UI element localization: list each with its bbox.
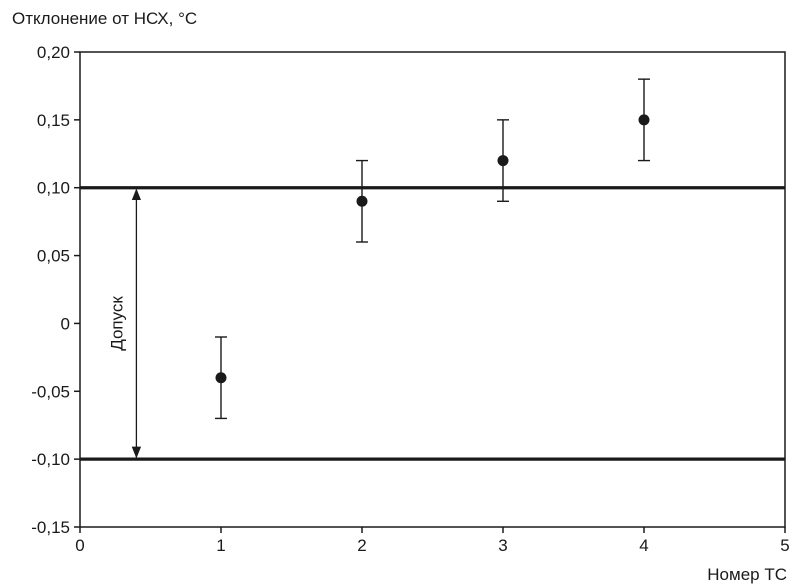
data-point xyxy=(639,114,650,125)
y-tick-label: 0 xyxy=(61,314,70,333)
y-tick-label: -0,05 xyxy=(31,382,70,401)
plot-area: -0,15 -0,10 -0,05 0 0,05 0,10 0,15 0,20 0 1 2 3 4 5 До… xyxy=(31,43,789,555)
x-tick-label: 4 xyxy=(639,536,648,555)
y-tick-label: 0,20 xyxy=(37,43,70,62)
x-tick-label: 3 xyxy=(498,536,507,555)
x-tick-label: 0 xyxy=(75,536,84,555)
y-tick-label: 0,15 xyxy=(37,111,70,130)
x-axis-title: Номер ТС xyxy=(707,565,787,584)
x-tick-label: 1 xyxy=(216,536,225,555)
x-tick-label: 5 xyxy=(780,536,789,555)
data-point xyxy=(357,196,368,207)
x-tick-label: 2 xyxy=(357,536,366,555)
y-tick-label: 0,10 xyxy=(37,179,70,198)
data-point xyxy=(498,155,509,166)
y-tick-label: -0,10 xyxy=(31,450,70,469)
data-point xyxy=(216,372,227,383)
y-tick-label: 0,05 xyxy=(37,247,70,266)
y-axis-title: Отклонение от НСХ, °C xyxy=(12,9,197,28)
plot-frame xyxy=(80,52,785,527)
tolerance-label: Допуск xyxy=(107,296,126,351)
y-tick-label: -0,15 xyxy=(31,518,70,537)
